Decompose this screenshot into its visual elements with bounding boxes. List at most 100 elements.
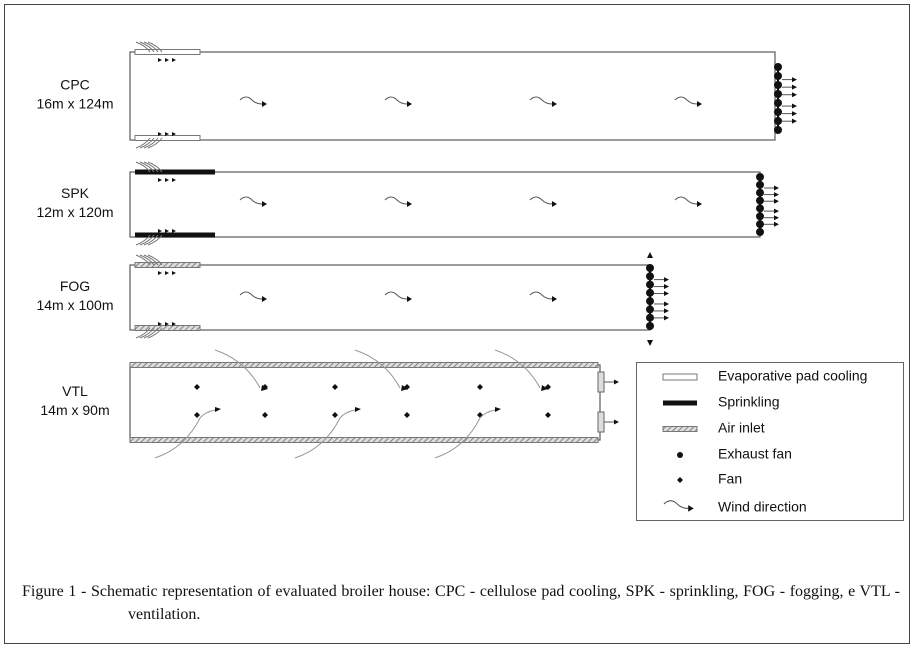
arrow-head [664,315,669,321]
arrow-head [614,419,619,425]
arrow-head [541,385,548,391]
wind-arrow [239,96,267,107]
wind-arrow [529,96,557,107]
sprinkler [135,232,215,238]
arrow-head [688,505,694,512]
inflow-curve [147,327,163,339]
arrow-head [792,77,797,83]
inflow-curve [139,161,155,173]
wind-arrow [663,500,694,512]
exhaust-fan [774,108,782,116]
inflow-curve [143,41,159,53]
legend-inlet [662,426,698,432]
house-name: FOG [60,278,90,294]
arrow-head [165,229,169,233]
fan [332,412,338,418]
arrow-head [165,322,169,326]
wind-path [214,349,261,389]
arrow-head [774,192,779,198]
exhaust-fan [774,126,782,134]
sprinkler [135,169,215,175]
arrow-head [165,178,169,182]
house-size: 12m x 120m [36,204,113,220]
wind-arrow [384,96,412,107]
arrow-head [774,221,779,227]
inflow-curve [135,327,151,339]
inflow-curve [147,161,163,173]
house-size: 16m x 124m [36,96,113,112]
arrow-head [697,201,702,207]
house-name: CPC [60,77,90,93]
house-outline [129,51,776,141]
inflow-curve [147,254,163,266]
arrow-head [792,118,797,124]
exhaust-fan [646,280,654,289]
arrow-head [158,178,162,182]
inflow-curve [147,137,163,149]
wind-arrow [384,196,412,207]
wind-path [663,500,689,509]
arrow-head [215,407,221,412]
inflow-curve [135,234,151,246]
legend-label: Sprinkling [718,394,779,410]
wind-arrow [239,291,267,302]
fan [404,412,410,418]
arrow-head [172,132,176,136]
inflow-curve [139,41,155,53]
wind-arrow [674,96,702,107]
house-name: VTL [62,383,88,399]
exhaust-fan [756,204,764,213]
exhaust-fan [756,188,764,197]
wind-path [494,349,541,389]
wind-path [674,196,698,205]
legend-label: Exhaust fan [718,446,792,462]
inflow-curve [147,234,163,246]
arrow-head [664,284,669,290]
inflow-curve [143,137,159,149]
fan [332,384,338,390]
exhaust-fan [646,288,654,297]
arrow-head [355,407,361,412]
air-inlet [129,437,599,443]
arrow-head [792,103,797,109]
wind-arrow [529,196,557,207]
exhaust-fan [597,371,605,393]
legend-label: Wind direction [718,499,807,515]
house-outline [129,264,651,331]
house-outline [129,171,761,238]
wind-path [239,96,263,105]
exhaust-fan [646,297,654,306]
inflow-curve [135,137,151,149]
inflow-curve [135,41,151,53]
arrow-head [664,301,669,307]
arrow-head [664,277,669,283]
fan [194,384,200,390]
wind-path [384,96,408,105]
wind-path [354,349,401,389]
wind-arrow [674,196,702,207]
fan [477,384,483,390]
arrow-head [158,229,162,233]
fan [262,412,268,418]
frame [4,4,910,644]
exhaust-fan [646,305,654,314]
exhaust-fan [756,212,764,221]
exhaust-fan [756,180,764,189]
arrow-head [697,101,702,107]
wind-path [529,291,553,300]
wind-arrow [529,291,557,302]
legend-box [636,362,904,521]
inflow-curve [135,161,151,173]
arrow-head [774,198,779,204]
exhaust-fan [646,322,654,330]
arrow-head [774,215,779,221]
exhaust-fan [756,173,764,181]
wind-path [529,96,553,105]
air-inlet [134,325,201,331]
arrow-head [792,92,797,98]
exhaust-fan [756,228,764,236]
arrow-head [165,132,169,136]
exhaust-fan [774,117,782,125]
arrow-head [664,308,669,314]
